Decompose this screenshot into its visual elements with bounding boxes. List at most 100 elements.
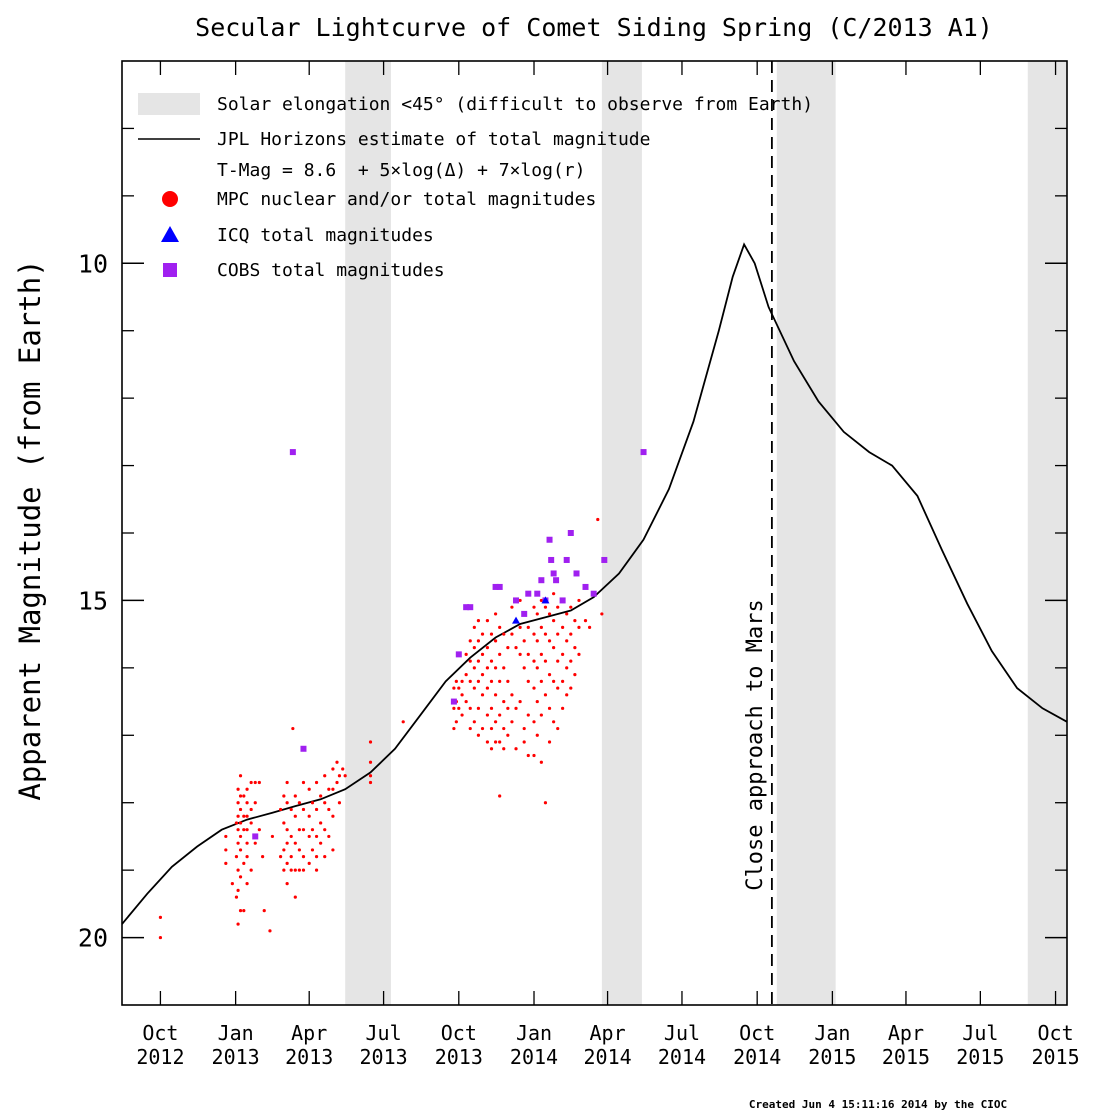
mpc-point-66: [289, 868, 293, 872]
mpc-point-219: [535, 733, 539, 737]
mpc-point-261: [573, 673, 577, 677]
mpc-point-182: [502, 747, 506, 751]
legend-entry-shade: Solar elongation <45° (difficult to obse…: [217, 94, 813, 115]
cobs-point-11: [521, 610, 528, 617]
mpc-point-99: [323, 828, 327, 832]
mpc-point-107: [331, 848, 335, 852]
mpc-point-230: [543, 801, 548, 805]
mpc-point-218: [535, 699, 539, 704]
mpc-point-49: [268, 929, 272, 933]
cobs-point-7: [467, 604, 474, 611]
mpc-point-140: [472, 666, 476, 670]
mpc-point-82: [307, 787, 311, 791]
mpc-point-172: [498, 625, 502, 630]
icq-point-2: [541, 596, 550, 604]
mpc-point-175: [498, 713, 502, 717]
mpc-point-122: [454, 679, 458, 683]
mpc-point-124: [454, 720, 458, 724]
cobs-points: [252, 449, 647, 840]
mpc-point-162: [489, 679, 494, 683]
mpc-point-1: [158, 915, 163, 919]
mpc-point-57: [285, 780, 289, 785]
mpc-point-93: [314, 868, 319, 872]
x-tick-month-1: Oct: [142, 1021, 178, 1045]
mpc-point-3: [224, 834, 228, 839]
mpc-point-26: [242, 794, 246, 798]
mpc-point-11: [236, 801, 240, 805]
y-axis-label: Apparent Magnitude (from Earth): [13, 259, 47, 800]
mpc-point-71: [293, 868, 297, 872]
mpc-point-5: [224, 861, 228, 866]
mpc-point-51: [278, 807, 283, 812]
x-tick-year-1: 2012: [136, 1045, 184, 1069]
mpc-point-205: [526, 652, 530, 656]
mpc-point-100: [323, 855, 327, 859]
mpc-point-7: [234, 821, 239, 825]
mpc-point-198: [518, 699, 522, 704]
mpc-point-105: [331, 787, 335, 791]
mpc-point-213: [532, 720, 536, 724]
mpc-point-59: [285, 828, 289, 832]
mpc-point-247: [561, 625, 565, 630]
mpc-point-178: [502, 632, 506, 636]
mpc-point-64: [289, 834, 293, 839]
mpc-point-169: [493, 693, 498, 697]
mpc-point-263: [577, 625, 581, 630]
mpc-point-231: [547, 612, 552, 616]
mpc-point-166: [493, 612, 498, 616]
mpc-point-127: [460, 679, 464, 683]
cobs-point-18: [550, 570, 557, 577]
mpc-point-197: [518, 652, 522, 656]
mpc-point-174: [498, 679, 502, 683]
mpc-point-18: [238, 774, 243, 778]
cobs-point-4: [450, 698, 457, 705]
mpc-point-154: [485, 619, 490, 623]
mpc-point-54: [282, 821, 286, 825]
mpc-point-61: [285, 861, 289, 866]
cobs-point-26: [601, 556, 608, 563]
mpc-point-56: [282, 868, 286, 872]
mpc-point-244: [556, 686, 560, 690]
x-tick-year-2: 2013: [212, 1045, 260, 1069]
x-tick-month-2: Jan: [218, 1021, 254, 1045]
mpc-point-120: [452, 706, 456, 710]
mpc-point-186: [506, 733, 510, 737]
mpc-point-241: [556, 605, 560, 609]
mpc-point-180: [502, 699, 506, 704]
cobs-point-2: [289, 449, 296, 456]
mpc-point-184: [506, 679, 510, 683]
mpc-point-155: [485, 646, 490, 650]
cobs-point-25: [590, 590, 597, 597]
cobs-point-27: [640, 449, 647, 456]
mpc-point-77: [301, 780, 306, 785]
mpc-point-223: [539, 679, 543, 683]
mpc-point-253: [565, 666, 569, 670]
chart-title: Secular Lightcurve of Comet Siding Sprin…: [195, 13, 993, 42]
mpc-point-254: [565, 693, 569, 697]
cobs-point-21: [563, 556, 570, 563]
mpc-point-108: [335, 760, 339, 764]
mpc-point-168: [493, 666, 498, 670]
mpc-point-17: [236, 922, 240, 926]
mpc-point-141: [472, 686, 476, 690]
mpc-point-52: [278, 855, 283, 859]
mpc-point-98: [323, 801, 327, 805]
mpc-point-103: [327, 834, 331, 839]
mpc-point-194: [514, 747, 518, 751]
mpc-point-14: [236, 841, 240, 845]
x-tick-year-13: 2015: [1031, 1045, 1079, 1069]
mpc-point-228: [543, 659, 548, 663]
mpc-point-165: [489, 747, 494, 751]
mpc-point-91: [314, 834, 319, 839]
mpc-point-116: [368, 774, 373, 778]
x-tick-year-9: 2014: [733, 1045, 781, 1069]
mpc-point-236: [552, 592, 556, 596]
mpc-point-36: [245, 855, 249, 859]
icq-points: [512, 596, 550, 624]
mpc-point-53: [282, 794, 286, 798]
mpc-point-238: [552, 646, 556, 650]
mpc-point-144: [476, 639, 481, 643]
mpc-point-216: [535, 639, 539, 643]
legend-swatch-triangle: [161, 226, 179, 242]
x-tick-year-3: 2013: [285, 1045, 333, 1069]
